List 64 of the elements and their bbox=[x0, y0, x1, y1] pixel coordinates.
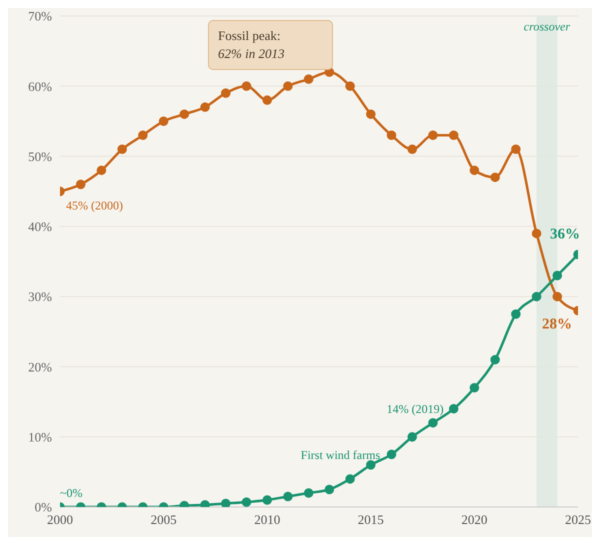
point bbox=[448, 404, 458, 414]
point bbox=[180, 109, 190, 119]
point bbox=[158, 116, 168, 126]
callout-box: Fossil peak: 62% in 2013 bbox=[208, 20, 333, 70]
point bbox=[511, 309, 521, 319]
point bbox=[138, 130, 148, 140]
point bbox=[366, 109, 376, 119]
point bbox=[552, 292, 562, 302]
point bbox=[96, 166, 106, 176]
point bbox=[283, 81, 293, 91]
point bbox=[117, 144, 127, 154]
annotation: 45% (2000) bbox=[66, 198, 123, 212]
point bbox=[490, 172, 500, 182]
y-tick-label: 20% bbox=[28, 359, 52, 374]
y-tick-label: 10% bbox=[28, 429, 52, 444]
point bbox=[407, 144, 417, 154]
point bbox=[532, 292, 542, 302]
point bbox=[366, 460, 376, 470]
y-tick-label: 40% bbox=[28, 219, 52, 234]
point bbox=[242, 497, 252, 507]
point bbox=[470, 383, 480, 393]
y-tick-label: 50% bbox=[28, 148, 52, 164]
point bbox=[552, 270, 562, 280]
point bbox=[428, 418, 438, 428]
y-tick-label: 60% bbox=[28, 78, 52, 94]
point bbox=[304, 74, 314, 84]
band-label: crossover bbox=[524, 20, 570, 34]
point bbox=[386, 130, 396, 140]
point bbox=[221, 498, 231, 507]
x-tick-label: 2025 bbox=[565, 512, 591, 528]
point bbox=[345, 474, 355, 484]
x-tick-label: 2000 bbox=[47, 512, 73, 528]
point bbox=[511, 144, 521, 154]
point bbox=[490, 354, 500, 364]
x-tick-label: 2010 bbox=[254, 512, 280, 528]
x-tick-label: 2005 bbox=[150, 512, 177, 528]
annotation: 36% bbox=[550, 226, 580, 242]
annotation: 28% bbox=[542, 316, 572, 333]
y-tick-label: 0% bbox=[34, 500, 52, 515]
point bbox=[470, 166, 480, 176]
point bbox=[242, 81, 252, 91]
point bbox=[532, 228, 542, 238]
point bbox=[283, 492, 293, 502]
annotation: First wind farms bbox=[300, 448, 380, 462]
point bbox=[345, 81, 355, 91]
x-tick-label: 2020 bbox=[461, 512, 488, 528]
point bbox=[448, 130, 458, 140]
y-tick-label: 30% bbox=[28, 289, 52, 304]
annotation: ~0% bbox=[60, 486, 82, 500]
point bbox=[324, 484, 334, 494]
point bbox=[407, 432, 417, 442]
point bbox=[200, 500, 210, 507]
point bbox=[76, 180, 86, 190]
point bbox=[200, 102, 210, 112]
y-tick-label: 70% bbox=[28, 8, 52, 24]
point bbox=[304, 488, 314, 498]
point bbox=[386, 450, 396, 460]
point bbox=[221, 88, 231, 98]
point bbox=[262, 95, 272, 105]
x-tick-label: 2015 bbox=[358, 512, 384, 528]
point bbox=[262, 495, 272, 505]
point bbox=[428, 130, 438, 140]
annotation: 14% (2019) bbox=[386, 402, 444, 416]
annotation: Fossil peak: 62% in 2013 bbox=[218, 27, 286, 63]
